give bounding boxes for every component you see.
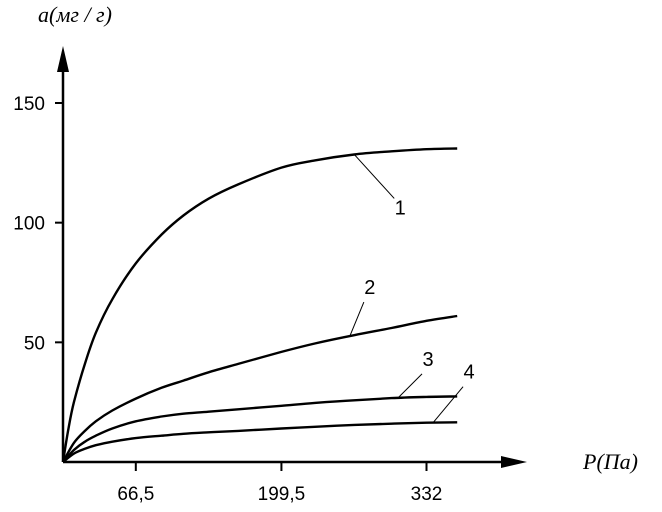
x-tick-label: 332 [411,484,443,505]
curves [61,147,458,463]
curve-label-4: 4 [464,362,475,384]
curve-label-1: 1 [395,197,406,219]
curve-labels: 1 2 3 4 [349,154,475,423]
leader-line-1 [353,154,395,199]
leader-line-3 [397,373,423,399]
series-line-4 [62,421,458,463]
x-axis-arrow [501,456,527,468]
series-line-1 [61,147,458,463]
curve-label-3: 3 [422,349,433,371]
y-tick-label: 50 [24,333,45,354]
leader-line-2 [349,301,365,337]
series-line-2 [61,314,458,463]
y-axis-label: a(мг / г) [38,2,112,27]
x-axis-label: P(Па) [582,449,638,474]
y-axis-arrow [57,46,69,72]
y-tick-label: 100 [13,214,45,235]
leader-line-4 [432,386,464,423]
x-tick-label: 66,5 [117,484,154,505]
x-tick-label: 199,5 [258,484,306,505]
series-line-3 [62,395,458,463]
ticks: 50 100 150 66,5 199,5 332 [13,94,442,505]
y-tick-label: 150 [13,94,45,115]
curve-label-2: 2 [364,277,375,299]
